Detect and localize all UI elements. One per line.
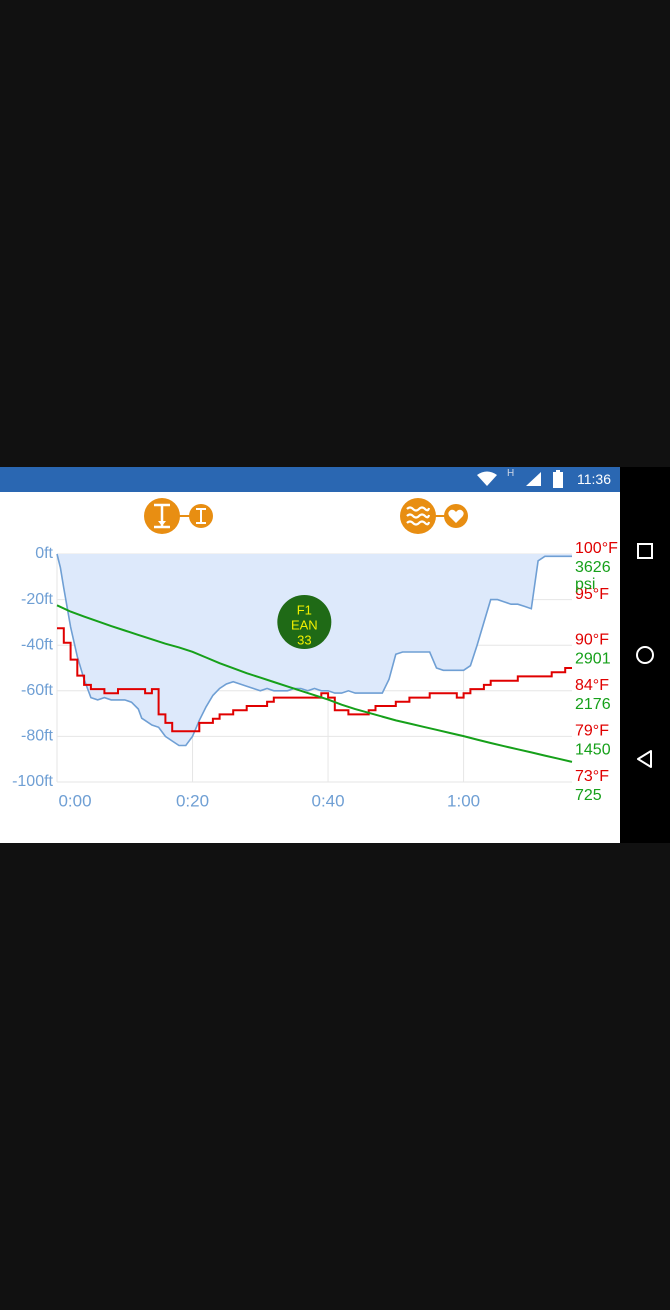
gas-mix-badge-line: EAN [291,617,318,632]
y-tick-label-pressure: 3626 [575,559,611,576]
depth-range-icon [144,498,180,534]
temperature-series-line [57,627,572,733]
y-tick-label-temperature: 79°F [575,723,609,740]
navigation-bar [620,467,670,843]
status-bar: H 11:36 [0,467,620,492]
wifi-icon [477,471,497,486]
recents-square-icon[interactable] [630,536,660,566]
y-tick-label-temperature: 100°F [575,540,618,557]
y-tick-label-depth: -100ft [12,773,53,790]
battery-icon [553,470,563,488]
depth-scale-toggle[interactable] [143,496,218,536]
y-tick-label-temperature: 90°F [575,631,609,648]
waves-icon [400,498,436,534]
depth-area [57,554,572,746]
network-type-label: H [507,468,515,479]
y-tick-label-pressure: psi [575,576,595,593]
overlay-toggle[interactable] [398,496,473,536]
y-tick-label-pressure: 725 [575,787,602,804]
y-tick-label-depth: -20ft [21,591,54,608]
x-tick-label: 0:40 [312,791,345,810]
app-screen: H 11:36 [0,467,620,843]
depth-series-line [56,553,572,747]
y-tick-label-pressure: 2176 [575,696,611,713]
pressure-series-line [56,604,573,763]
y-tick-label-temperature: 95°F [575,586,609,603]
y-tick-label-temperature: 84°F [575,677,609,694]
home-circle-icon[interactable] [630,640,660,670]
back-triangle-icon[interactable] [630,744,660,774]
status-time: 11:36 [577,471,611,487]
y-tick-label-pressure: 1450 [575,742,611,759]
y-tick-label-temperature: 73°F [575,768,609,785]
x-tick-label: 0:20 [176,791,209,810]
gas-mix-badge-circle [277,595,332,649]
depth-toggle-icon [189,504,213,528]
gas-mix-badge-line: 33 [297,632,311,647]
x-tick-label: 0:00 [58,791,91,810]
y-tick-label-depth: 0ft [35,545,53,562]
cellular-signal-icon [526,472,541,486]
y-tick-label-pressure: 2901 [575,650,611,667]
gas-mix-badge-line: F1 [297,602,312,617]
y-tick-label-depth: -80ft [21,728,54,745]
x-tick-label: 1:00 [447,791,480,810]
heart-icon [444,504,468,528]
y-tick-label-depth: -60ft [21,682,54,699]
y-tick-label-depth: -40ft [21,636,54,653]
